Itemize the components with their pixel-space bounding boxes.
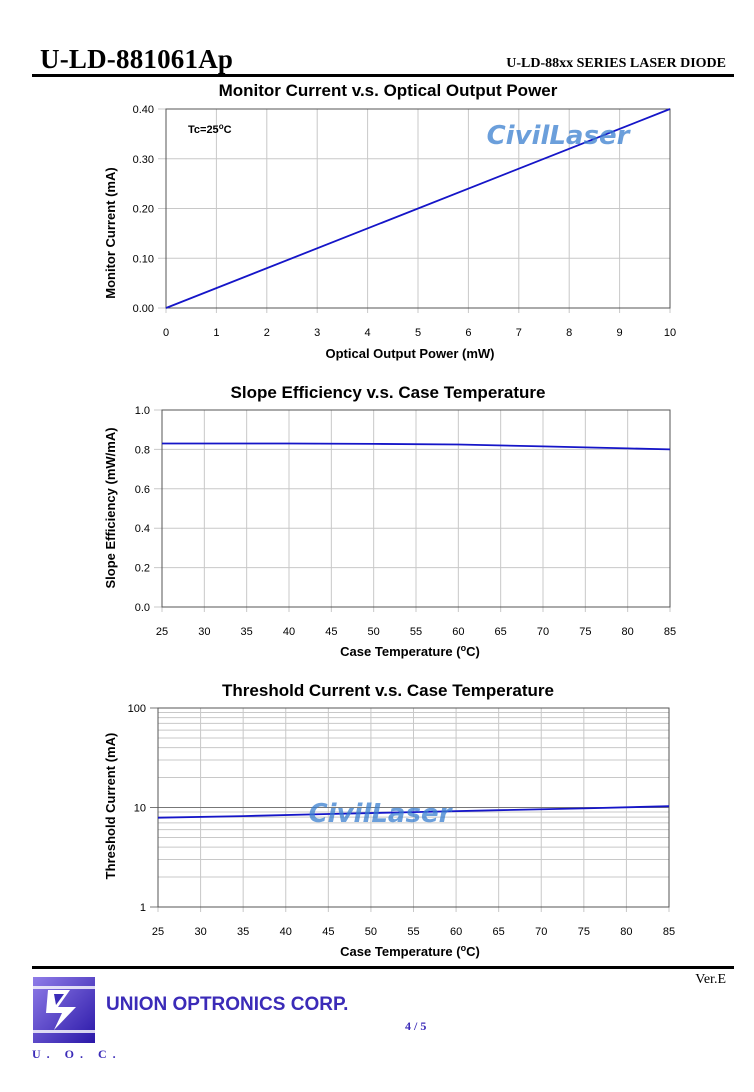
y-tick-label: 0.00 [133, 303, 154, 315]
x-tick-label: 1 [213, 327, 219, 339]
plot-frame [157, 707, 670, 908]
x-axis-label: Case Temperature (oC) [340, 643, 480, 659]
x-tick-label: 10 [664, 327, 676, 339]
series-line [165, 108, 671, 309]
x-tick-label: 8 [566, 327, 572, 339]
plot-frame [161, 409, 671, 608]
x-tick-label: 45 [325, 626, 337, 638]
plot-frame [165, 108, 671, 309]
x-tick-label: 50 [368, 626, 380, 638]
x-tick-label: 65 [493, 926, 505, 938]
chart-title: Monitor Current v.s. Optical Output Powe… [219, 81, 558, 100]
x-tick-label: 7 [516, 327, 522, 339]
x-tick-label: 30 [198, 626, 210, 638]
footer-rule [32, 966, 734, 969]
y-tick-label: 0.0 [135, 602, 150, 614]
x-tick-label: 85 [664, 626, 676, 638]
y-tick-label: 0.8 [135, 444, 150, 456]
y-axis-label: Slope Efficiency (mW/mA) [103, 427, 118, 588]
grid: 0 1 2 3 4 5 6 7 8 9 10 0.00 0.10 0.20 0.30 0.40 [133, 104, 677, 339]
series-line [157, 805, 670, 819]
x-tick-label: 40 [283, 626, 295, 638]
x-tick-label: 75 [579, 626, 591, 638]
grid: 25 30 35 40 45 50 55 60 65 70 75 80 85 0.0 0.2 0.4 0.6 0.… [135, 405, 676, 638]
data-marks [162, 442, 671, 451]
x-tick-label: 50 [365, 926, 377, 938]
y-axis-label: Threshold Current (mA) [103, 733, 118, 880]
y-tick-label: 0.40 [133, 104, 154, 116]
x-tick-label: 80 [622, 626, 634, 638]
x-axis-label: Case Temperature (oC) [340, 943, 480, 959]
x-tick-label: 85 [663, 926, 675, 938]
x-tick-label: 40 [280, 926, 292, 938]
y-tick-label: 100 [128, 703, 146, 715]
chart-title: Threshold Current v.s. Case Temperature [222, 681, 554, 700]
x-axis-label: Optical Output Power (mW) [326, 346, 495, 361]
y-tick-label: 1.0 [135, 405, 150, 417]
x-tick-label: 45 [322, 926, 334, 938]
x-tick-label: 4 [365, 327, 371, 339]
x-tick-label: 3 [314, 327, 320, 339]
y-tick-label: 0.2 [135, 563, 150, 575]
x-tick-label: 25 [152, 926, 164, 938]
y-tick-label: 0.20 [133, 204, 154, 216]
x-tick-label: 80 [620, 926, 632, 938]
x-tick-label: 0 [163, 327, 169, 339]
x-tick-label: 75 [578, 926, 590, 938]
x-tick-label: 70 [537, 626, 549, 638]
x-tick-label: 6 [465, 327, 471, 339]
version-label: Ver.E [695, 972, 726, 987]
x-tick-label: 55 [407, 926, 419, 938]
monitor-current-chart: Monitor Current v.s. Optical Output Powe… [103, 81, 677, 361]
x-tick-label: 25 [156, 626, 168, 638]
slope-efficiency-chart: Slope Efficiency v.s. Case Temperature 2… [103, 383, 676, 659]
uoc-logo-icon [33, 977, 95, 1043]
page-number: 4 / 5 [405, 1019, 427, 1033]
x-tick-label: 5 [415, 327, 421, 339]
watermark: CivilLaser [487, 121, 632, 151]
grid: 25 30 35 40 45 50 55 60 65 70 75 80 85 1 10 100 [128, 703, 675, 938]
y-tick-label: 0.4 [135, 523, 150, 535]
x-tick-label: 9 [617, 327, 623, 339]
x-tick-label: 70 [535, 926, 547, 938]
annotation-tc: Tc=25oC [188, 122, 232, 136]
y-axis-label: Monitor Current (mA) [103, 167, 118, 298]
x-tick-label: 60 [450, 926, 462, 938]
logo-abbreviation: U. O. C. [32, 1047, 122, 1061]
x-tick-label: 35 [241, 626, 253, 638]
x-tick-label: 35 [237, 926, 249, 938]
x-tick-label: 2 [264, 327, 270, 339]
threshold-current-chart: Threshold Current v.s. Case Temperature … [103, 681, 675, 959]
data-marks [157, 805, 670, 819]
x-tick-label: 30 [194, 926, 206, 938]
series-title: U-LD-88xx SERIES LASER DIODE [506, 56, 726, 71]
y-tick-label: 0.30 [133, 154, 154, 166]
y-tick-label: 10 [134, 803, 146, 815]
y-tick-label: 0.6 [135, 484, 150, 496]
x-tick-label: 60 [452, 626, 464, 638]
header-rule [32, 74, 734, 77]
x-tick-label: 65 [495, 626, 507, 638]
chart-title: Slope Efficiency v.s. Case Temperature [231, 383, 546, 402]
document-title: U-LD-881061Ap [40, 44, 234, 74]
company-name: UNION OPTRONICS CORP. [106, 994, 349, 1015]
y-tick-label: 1 [140, 902, 146, 914]
series-line [162, 442, 671, 451]
data-marks [165, 108, 671, 309]
y-tick-label: 0.10 [133, 253, 154, 265]
x-tick-label: 55 [410, 626, 422, 638]
watermark: CivilLaser [309, 799, 454, 829]
